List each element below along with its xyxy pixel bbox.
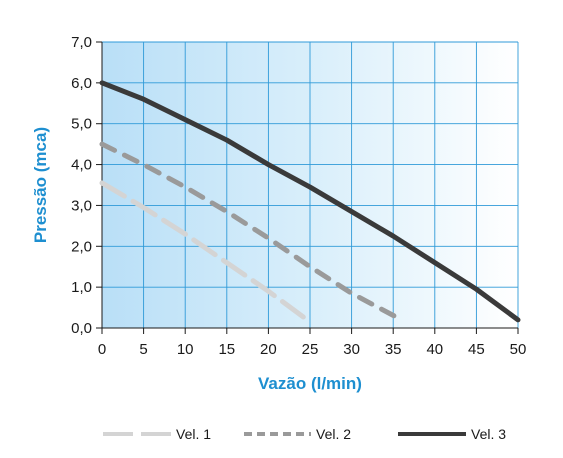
x-tick-label-6: 30 [343,341,360,358]
x-tick-label-3: 15 [218,341,235,358]
y-tick-label-4: 4,0 [71,157,92,174]
axes: 0,0 1,0 2,0 3,0 4,0 5,0 6,0 7,0 0 5 10 15 20 25 30 35 40… [31,34,526,393]
legend-label-2: Vel. 2 [316,426,351,442]
series-group [99,80,521,325]
y-tick-label-1: 1,0 [71,279,92,296]
legend-label-1: Vel. 1 [176,426,211,442]
series-line-2 [99,141,405,323]
legend-label-3: Vel. 3 [471,426,506,442]
legend: Vel. 1 Vel. 2 Vel. 3 [103,426,506,442]
x-tick-label-0: 0 [98,341,106,358]
grid [102,41,519,328]
x-tick-label-8: 40 [426,341,443,358]
y-tick-label-2: 2,0 [71,238,92,255]
x-tick-label-5: 25 [302,341,319,358]
y-tick-label-5: 5,0 [71,116,92,133]
y-tick-label-0: 0,0 [71,320,92,337]
y-tick-label-6: 6,0 [71,75,92,92]
x-tick-label-1: 5 [139,341,147,358]
x-tick-label-7: 35 [385,341,402,358]
x-axis-title: Vazão (l/min) [258,374,362,393]
x-tick-label-2: 10 [177,341,194,358]
series-line-3 [99,80,521,323]
x-tick-label-9: 45 [468,341,485,358]
y-tick-label-3: 3,0 [71,197,92,214]
x-tick-label-10: 50 [510,341,527,358]
y-tick-label-7: 7,0 [71,34,92,51]
x-tick-label-4: 20 [260,341,277,358]
series-line-1 [99,180,313,325]
y-axis-title: Pressão (mca) [31,127,50,243]
